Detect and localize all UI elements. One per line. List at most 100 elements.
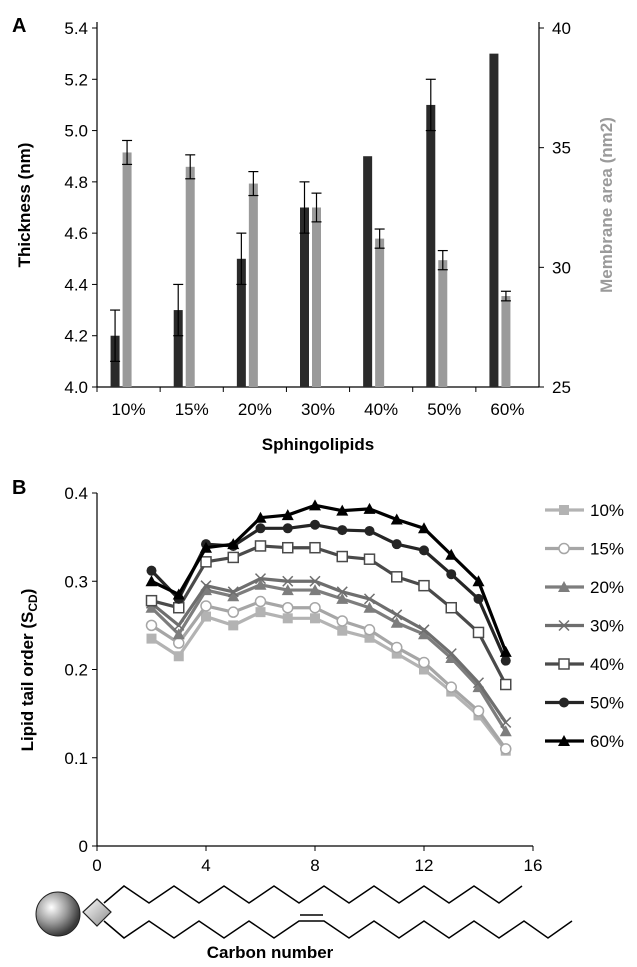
b-point	[309, 601, 321, 614]
b-point	[363, 624, 376, 636]
b-legend-label: 60%	[590, 732, 624, 751]
b-point	[445, 652, 458, 664]
b-point	[418, 579, 430, 592]
b-point	[282, 523, 293, 534]
b-point	[558, 735, 570, 746]
b-point	[200, 580, 212, 592]
b-xtick-label: 0	[92, 856, 101, 875]
b-point	[309, 575, 321, 587]
a-ytick-right-label: 25	[552, 378, 571, 397]
b-point	[336, 586, 348, 598]
b-point	[558, 658, 570, 670]
b-point	[558, 619, 570, 632]
b-xtick-label: 8	[310, 856, 319, 875]
b-point	[336, 550, 348, 563]
b-point	[227, 551, 239, 564]
b-point	[227, 586, 239, 598]
b-series-line	[150, 577, 508, 724]
b-point	[390, 616, 403, 628]
a-bar	[248, 183, 258, 387]
a-ytick-right-label: 35	[552, 139, 571, 158]
b-point	[227, 590, 240, 602]
b-point	[499, 725, 512, 737]
a-bar	[426, 104, 436, 387]
b-point	[310, 519, 320, 530]
a-bar	[122, 152, 132, 387]
b-point	[418, 628, 430, 640]
b-ytick-label: 0.3	[64, 572, 88, 591]
b-point	[472, 575, 485, 587]
b-point	[282, 601, 294, 614]
b-xtick-label: 16	[524, 856, 543, 875]
b-legend-label: 50%	[590, 694, 624, 713]
b-point	[472, 626, 485, 639]
b-ytick-label: 0.1	[64, 749, 88, 768]
lipid-tail-upper	[103, 885, 523, 904]
b-point	[145, 619, 158, 632]
b-point	[336, 615, 348, 627]
b-point	[254, 578, 267, 590]
b-point	[336, 592, 349, 604]
b-point	[227, 606, 239, 618]
panel-a-xlabel: Sphingolipids	[262, 435, 374, 454]
b-point	[363, 502, 376, 514]
b-legend-label: 20%	[590, 578, 624, 597]
a-xtick-label: 20%	[238, 400, 272, 419]
b-point	[472, 705, 485, 717]
b-point	[228, 620, 239, 631]
b-point	[146, 565, 157, 576]
b-point	[391, 571, 403, 583]
a-bar	[300, 207, 309, 387]
b-point	[499, 645, 512, 657]
b-point	[309, 541, 321, 554]
lipid-molecule-illustration	[35, 885, 573, 939]
a-xtick-label: 10%	[112, 400, 146, 419]
b-point	[173, 637, 185, 649]
b-point	[418, 522, 430, 534]
b-point	[282, 575, 294, 587]
b-point	[281, 509, 294, 521]
b-point	[254, 540, 267, 552]
a-ytick-label: 5.2	[64, 70, 88, 89]
panel-b-plot: 0 0.1 0.2 0.3 0.4 0 4 8 12 16	[64, 484, 542, 875]
b-point	[254, 511, 267, 523]
b-series-line	[150, 503, 508, 653]
a-xtick-label: 60%	[490, 400, 524, 419]
b-point	[173, 619, 185, 631]
b-point	[363, 593, 376, 605]
b-point	[337, 525, 348, 536]
a-ytick-label: 5.0	[64, 122, 88, 141]
a-bar	[501, 296, 511, 387]
b-point	[363, 601, 376, 613]
b-point	[254, 595, 267, 608]
b-point	[173, 601, 185, 614]
a-bar	[489, 53, 499, 388]
b-point	[364, 632, 375, 643]
panel-b-ylabel: Lipid tail order (SCD)	[18, 589, 40, 752]
b-point	[145, 601, 158, 613]
b-ytick-label: 0.2	[64, 661, 88, 680]
a-ytick-label: 4.2	[64, 327, 88, 346]
a-bar	[173, 310, 183, 387]
b-point	[390, 513, 403, 525]
b-point	[145, 575, 158, 587]
b-point	[559, 697, 569, 708]
b-point	[309, 499, 321, 511]
b-point	[418, 624, 430, 636]
b-point	[364, 525, 375, 536]
b-legend-label: 30%	[590, 617, 624, 636]
b-point	[336, 504, 349, 516]
panel-a-ylabel-right: Membrane area (nm2)	[597, 117, 616, 293]
b-point	[282, 541, 294, 554]
a-ytick-right-label: 30	[552, 258, 571, 277]
b-point	[391, 648, 402, 659]
b-point	[254, 573, 267, 585]
b-point	[172, 628, 185, 640]
b-point	[146, 633, 157, 644]
b-point	[363, 553, 376, 565]
b-point	[391, 609, 403, 621]
b-point	[281, 584, 294, 596]
b-legend-label: 10%	[590, 501, 624, 520]
a-xtick-label: 50%	[427, 400, 461, 419]
